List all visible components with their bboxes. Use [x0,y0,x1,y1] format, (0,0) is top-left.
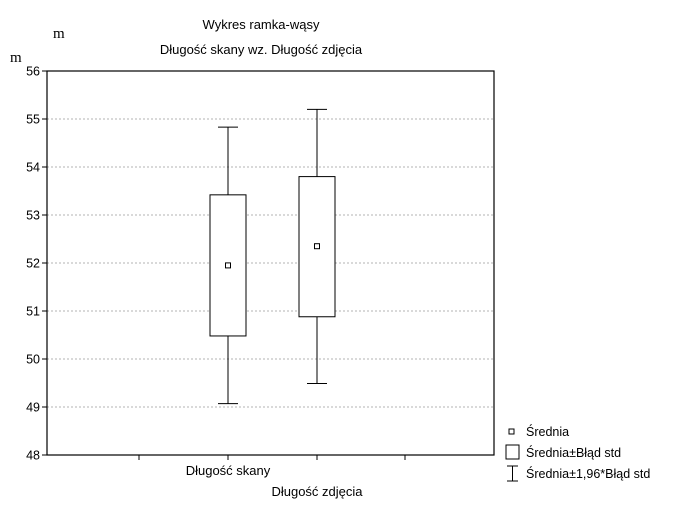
legend-label-whisker: Średnia±1,96*Błąd std [526,466,650,481]
y-tick-label-54: 54 [26,161,40,175]
box-group-1 [209,126,247,405]
mean-marker-1 [225,262,231,269]
x-category-label-1: Długość skany [186,463,271,478]
legend-label-box: Średnia±Błąd std [526,445,621,460]
y-unit-label-side: m [10,50,22,66]
gridlines [47,118,494,408]
y-tick-label-56: 56 [26,65,40,79]
plot-frame [46,70,495,456]
y-tick-label-51: 51 [26,305,40,319]
y-tick-label-52: 52 [26,257,40,271]
y-tick-label-50: 50 [26,353,40,367]
y-tick-label-48: 48 [26,449,40,463]
legend-mean-icon [508,428,515,435]
legend: Średnia Średnia±Błąd std Średnia±1,96*Bł… [505,424,650,482]
y-unit-label-top: m [53,26,65,42]
legend-label-mean: Średnia [526,424,569,439]
y-tick-label-55: 55 [26,113,40,127]
legend-whisker-icon [507,465,518,482]
mean-marker-2 [314,243,320,250]
box-series [209,108,336,405]
x-axis-ticks [138,455,406,460]
y-axis-ticks: 48 49 50 51 52 53 54 55 56 [26,65,47,463]
y-tick-label-49: 49 [26,401,40,415]
y-tick-label-53: 53 [26,209,40,223]
chart-title: Wykres ramka-wąsy [203,17,320,32]
legend-box-icon [505,444,520,460]
box-group-2 [298,108,336,384]
x-category-label-2: Długość zdjęcia [271,484,363,499]
chart-subtitle: Długość skany wz. Długość zdjęcia [160,42,363,57]
